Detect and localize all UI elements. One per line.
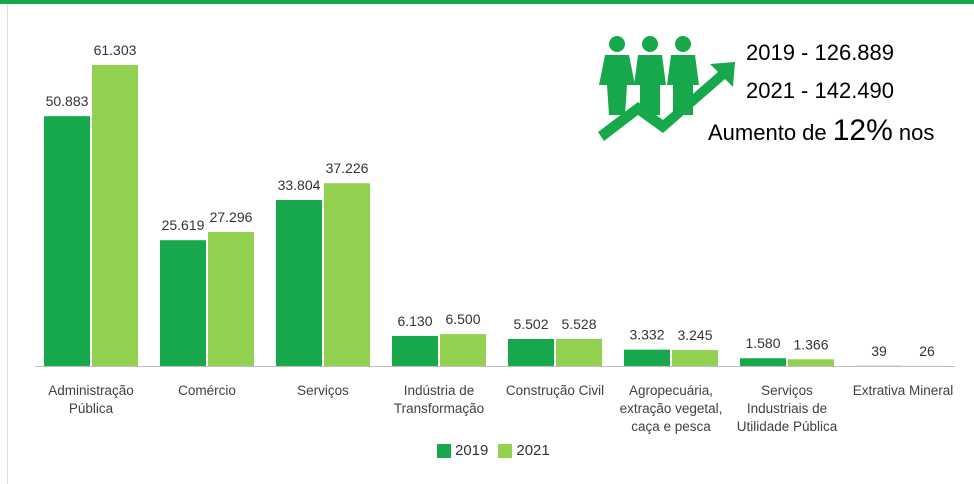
value-label: 5.528	[561, 316, 596, 332]
value-label: 37.226	[326, 160, 369, 176]
top-border	[0, 0, 974, 4]
bar	[672, 350, 718, 366]
value-label: 33.804	[278, 177, 321, 193]
x-tick-label: Administração Pública	[48, 383, 134, 416]
bar	[740, 358, 786, 366]
x-tick-label: Agropecuária, extração vegetal, caça e p…	[619, 383, 723, 434]
x-tick-label: Extrativa Mineral	[852, 383, 954, 398]
annotation-highlight: 12%	[832, 114, 893, 147]
x-tick-label: Serviços Industriais de Utilidade Públic…	[736, 383, 838, 434]
annotation-text: Aumento de	[708, 120, 833, 145]
bar	[324, 183, 370, 366]
x-tick-label: Serviços	[297, 383, 349, 398]
value-label: 26	[919, 343, 935, 359]
value-label: 27.296	[210, 209, 253, 225]
value-label: 5.502	[513, 316, 548, 332]
annotation-text: nos	[892, 120, 935, 145]
value-label: 6.130	[397, 313, 432, 329]
annotation-line: Aumento de 12% nos	[708, 114, 934, 148]
x-tick-label: Construção Civil	[505, 383, 605, 398]
value-label: 6.500	[445, 311, 480, 327]
legend: 2019 2021	[437, 442, 556, 459]
bar	[276, 200, 322, 366]
bar	[788, 359, 834, 366]
legend-swatch	[498, 443, 513, 458]
value-label: 61.303	[94, 42, 137, 58]
value-label: 50.883	[46, 93, 89, 109]
value-label: 3.332	[629, 327, 664, 343]
bar	[392, 335, 438, 366]
legend-label: 2019	[455, 442, 489, 459]
bar	[44, 116, 90, 366]
left-border	[7, 4, 8, 484]
value-label: 1.366	[793, 336, 828, 352]
x-tick-label: Comércio	[178, 383, 236, 398]
annotation-line: 2019 - 126.889	[746, 40, 895, 65]
legend-swatch	[437, 443, 451, 458]
value-label: 39	[871, 343, 887, 359]
annotation-line: 2021 - 142.490	[746, 78, 895, 103]
value-label: 1.580	[745, 335, 780, 351]
bar	[624, 349, 670, 366]
bar	[92, 65, 138, 366]
value-label: 3.245	[677, 327, 712, 343]
bar	[208, 231, 254, 366]
legend-label: 2021	[516, 442, 550, 459]
bar	[508, 338, 554, 366]
x-tick-label: Indústria de Transformação	[393, 383, 485, 416]
bar	[556, 338, 602, 366]
bar	[440, 334, 486, 366]
value-label: 25.619	[162, 217, 205, 233]
bar	[160, 240, 206, 366]
people-icon	[598, 36, 735, 141]
